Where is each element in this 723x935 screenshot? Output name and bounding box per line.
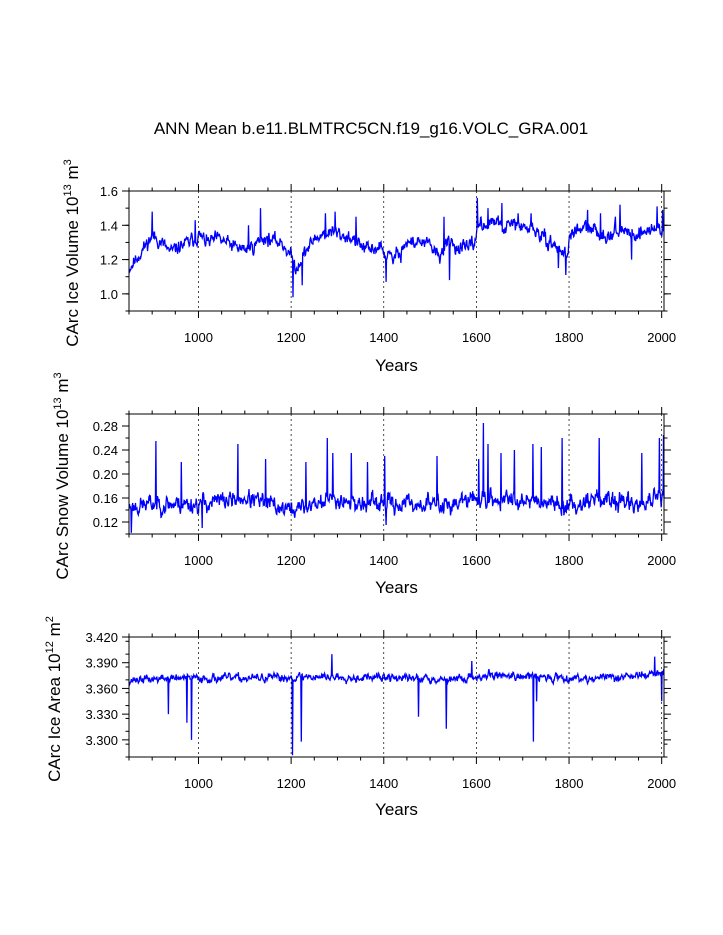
x-tick-label: 1000: [184, 330, 213, 345]
panel-ice-volume: 1.0 1.2 1.4 1.6 1000 1200 1400 1600 1800 2000 Yea…: [62, 159, 676, 375]
x-tick-label: 1000: [184, 553, 213, 568]
x-tick-label: 1400: [369, 553, 398, 568]
panel-ice-area: 3.300 3.330 3.360 3.390 3.420 1000 1200 1400 160…: [44, 616, 676, 819]
y-tick-label: 3.360: [85, 681, 118, 696]
y-tick-label: 1.6: [100, 184, 118, 199]
series-line: [128, 422, 665, 533]
y-tick-label: 3.420: [85, 630, 118, 645]
y-axis-label: CArc Ice Volume 1013 m3: [62, 159, 82, 347]
y-tick-label: 0.16: [93, 491, 118, 506]
series-line: [128, 197, 665, 298]
x-tick-label: 2000: [647, 776, 676, 791]
x-tick-label: 1400: [369, 330, 398, 345]
y-tick-label: 0.12: [93, 515, 118, 530]
x-tick-label: 1600: [462, 330, 491, 345]
x-tick-label: 1800: [555, 553, 584, 568]
x-tick-label: 1200: [277, 553, 306, 568]
x-axis-label: Years: [375, 578, 418, 597]
y-axis-label: CArc Ice Area 1012 m2: [44, 616, 64, 782]
y-tick-label: 3.300: [85, 733, 118, 748]
plot-frame: [128, 636, 665, 758]
y-tick-label: 0.20: [93, 467, 118, 482]
plot-frame: [128, 413, 665, 535]
x-tick-label: 1200: [277, 776, 306, 791]
y-tick-label: 0.28: [93, 419, 118, 434]
x-tick-label: 1400: [369, 776, 398, 791]
x-axis-label: Years: [375, 800, 418, 819]
y-axis-label: CArc Snow Volume 1013 m3: [52, 372, 72, 579]
y-tick-label: 1.4: [100, 218, 118, 233]
y-tick-label: 1.0: [100, 287, 118, 302]
x-tick-label: 1800: [555, 330, 584, 345]
series-line: [128, 654, 665, 756]
panel-snow-volume: 0.12 0.16 0.20 0.24 0.28 1000 1200 1400 1600 1800…: [52, 372, 676, 597]
x-tick-label: 1600: [462, 553, 491, 568]
y-tick-label: 3.390: [85, 656, 118, 671]
y-tick-label: 0.24: [93, 443, 118, 458]
figure-title: ANN Mean b.e11.BLMTRC5CN.f19_g16.VOLC_GR…: [154, 119, 588, 138]
x-tick-label: 2000: [647, 330, 676, 345]
y-tick-label: 3.330: [85, 707, 118, 722]
x-tick-label: 1800: [555, 776, 584, 791]
x-tick-label: 1200: [277, 330, 306, 345]
x-tick-label: 1600: [462, 776, 491, 791]
y-tick-label: 1.2: [100, 253, 118, 268]
x-tick-label: 1000: [184, 776, 213, 791]
plot-frame: [128, 190, 665, 312]
x-tick-label: 2000: [647, 553, 676, 568]
x-axis-label: Years: [375, 356, 418, 375]
